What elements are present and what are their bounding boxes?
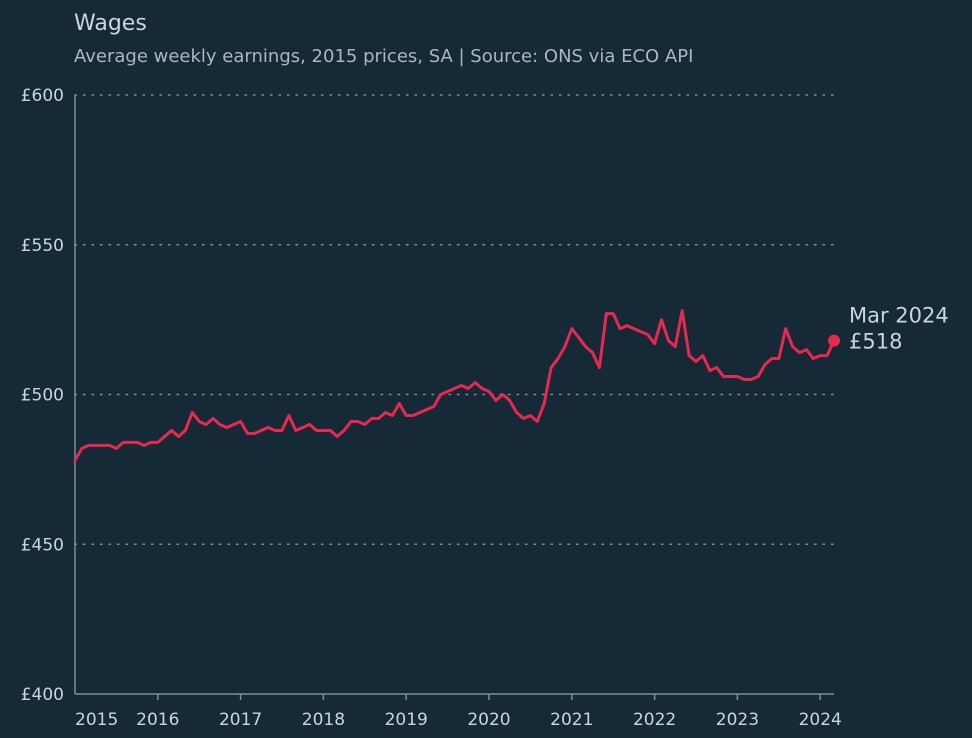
x-tick-label: 2015 bbox=[75, 710, 118, 730]
x-tick-label: 2024 bbox=[799, 710, 842, 730]
y-tick-label: £400 bbox=[21, 685, 64, 705]
x-tick-label: 2020 bbox=[467, 710, 510, 730]
x-axis: 2015 2016 2017 2018 2019 2020 2021 2022 2023 2024 bbox=[75, 693, 842, 730]
x-tick-label: 2017 bbox=[219, 710, 262, 730]
x-tick-label: 2016 bbox=[136, 710, 179, 730]
y-tick-label: £600 bbox=[21, 86, 64, 106]
last-point-marker bbox=[828, 334, 840, 347]
y-tick-label: £550 bbox=[21, 236, 64, 256]
x-tick-label: 2021 bbox=[550, 710, 593, 730]
x-tick-label: 2023 bbox=[716, 710, 759, 730]
series-layer bbox=[73, 309, 836, 462]
chart-subtitle: Average weekly earnings, 2015 prices, SA… bbox=[74, 46, 693, 67]
annotation-value: £518 bbox=[849, 330, 902, 354]
series-line bbox=[73, 309, 836, 462]
x-tick-label: 2019 bbox=[385, 710, 428, 730]
y-tick-label: £450 bbox=[21, 535, 64, 555]
y-axis: £400 £450 £500 £550 £600 bbox=[21, 86, 76, 705]
x-tick-label: 2018 bbox=[302, 710, 345, 730]
x-tick-label: 2022 bbox=[633, 710, 676, 730]
last-point-annotation: Mar 2024£518 bbox=[828, 304, 949, 354]
annotation-date: Mar 2024 bbox=[849, 304, 949, 328]
gridlines bbox=[74, 94, 835, 545]
chart-title: Wages bbox=[74, 11, 147, 36]
y-tick-label: £500 bbox=[21, 386, 64, 406]
